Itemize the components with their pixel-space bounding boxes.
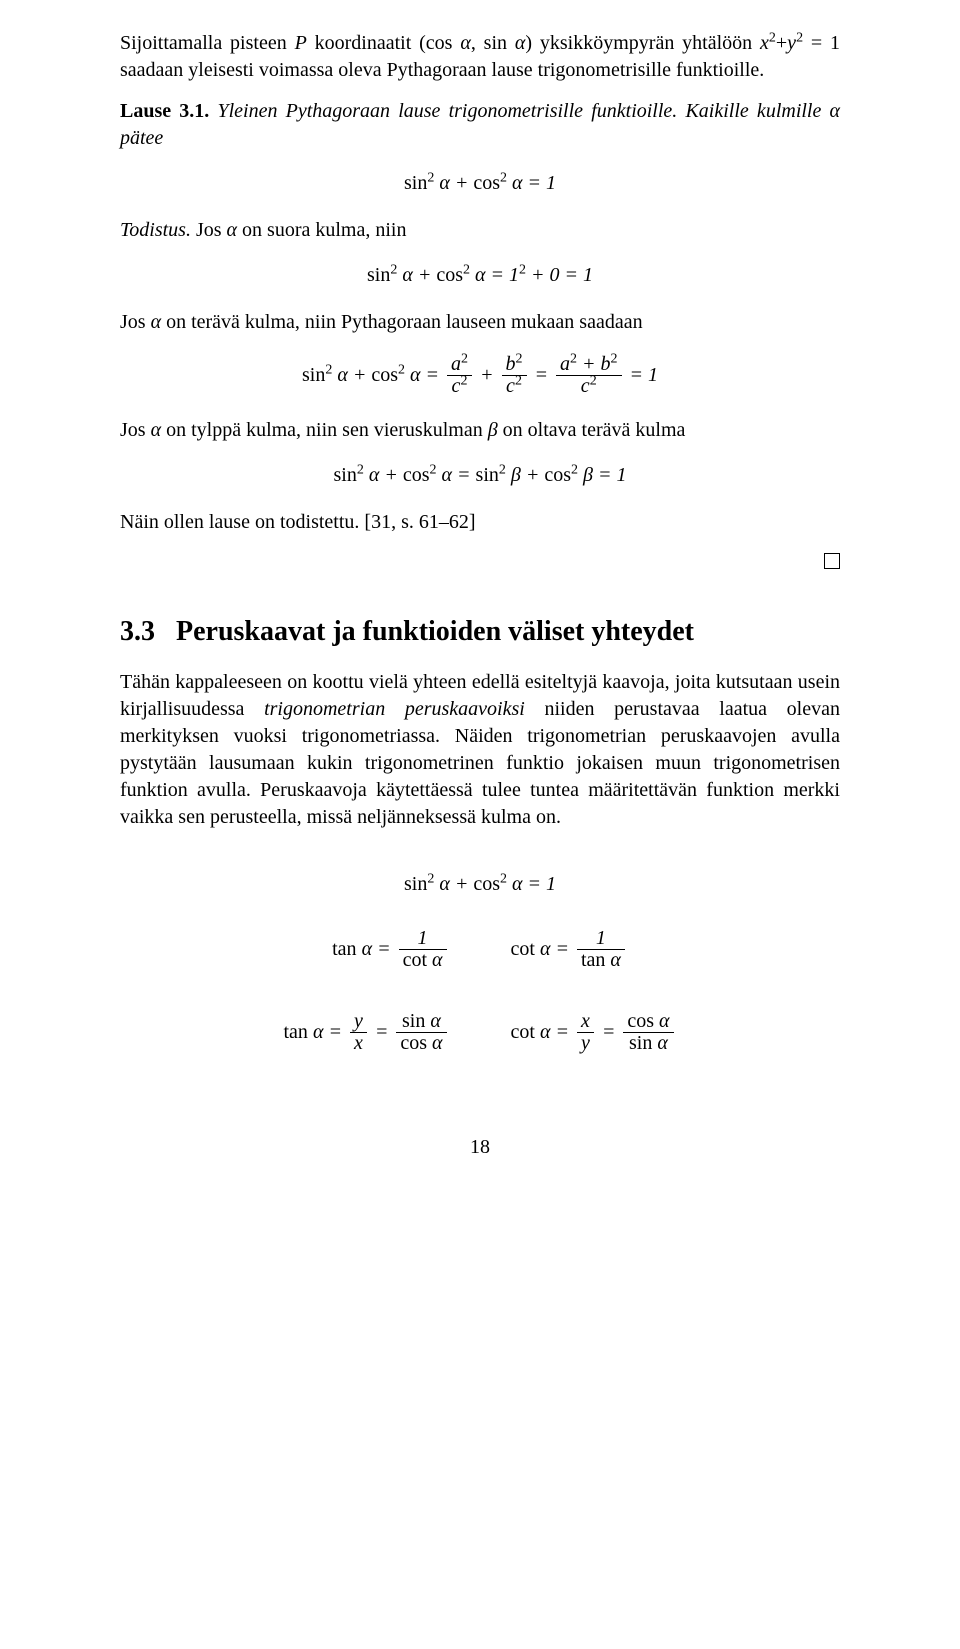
lause-body: Yleinen Pythagoraan lause trigonometrisi…	[120, 100, 840, 149]
page: Sijoittamalla pisteen P koordinaatit (co…	[0, 0, 960, 1201]
eq-obtuse: sin2 α + cos2 α = sin2 β + cos2 β = 1	[120, 462, 840, 489]
eq-tan-cot-ratio: tan α = yx = sin αcos α cot α = xy = cos…	[120, 1011, 840, 1054]
eq-right-angle: sin2 α + cos2 α = 12 + 0 = 1	[120, 262, 840, 289]
page-number: 18	[120, 1134, 840, 1161]
paragraph-intro: Sijoittamalla pisteen P koordinaatit (co…	[120, 30, 840, 84]
eq-identity: sin2 α + cos2 α = 1	[120, 871, 840, 898]
todistus-start: Todistus. Jos α on suora kulma, niin	[120, 217, 840, 244]
todistus-head: Todistus.	[120, 219, 191, 241]
section-title: Peruskaavat ja funktioiden väliset yhtey…	[176, 616, 694, 647]
section-heading-3-3: 3.3 Peruskaavat ja funktioiden väliset y…	[120, 613, 840, 651]
paragraph-tylppa: Jos α on tylppä kulma, niin sen vierusku…	[120, 417, 840, 444]
qed-box-icon	[824, 553, 840, 569]
todistus-line1: Jos α on suora kulma, niin	[196, 219, 407, 241]
paragraph-section-body: Tähän kappaleeseen on koottu vielä yhtee…	[120, 669, 840, 831]
paragraph-terava: Jos α on terävä kulma, niin Pythagoraan …	[120, 309, 840, 336]
paragraph-nain: Näin ollen lause on todistettu. [31, s. …	[120, 509, 840, 536]
lause-head: Lause 3.1.	[120, 100, 209, 122]
qed	[120, 550, 840, 577]
lause-3-1: Lause 3.1. Yleinen Pythagoraan lause tri…	[120, 98, 840, 152]
eq-acute: sin2 α + cos2 α = a2c2 + b2c2 = a2 + b2c…	[120, 354, 840, 397]
eq-tan-cot-reciprocal: tan α = 1cot α cot α = 1tan α	[120, 928, 840, 971]
eq-pythagoras-1: sin2 α + cos2 α = 1	[120, 170, 840, 197]
section-number: 3.3	[120, 616, 155, 647]
